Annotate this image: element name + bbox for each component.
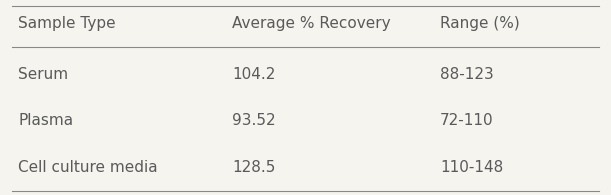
Text: 88-123: 88-123 [440,67,494,82]
Text: Sample Type: Sample Type [18,16,116,31]
Text: Average % Recovery: Average % Recovery [232,16,391,31]
Text: 72-110: 72-110 [440,113,494,128]
Text: 104.2: 104.2 [232,67,276,82]
Text: 128.5: 128.5 [232,160,276,175]
Text: Range (%): Range (%) [440,16,520,31]
Text: 110-148: 110-148 [440,160,503,175]
Text: 93.52: 93.52 [232,113,276,128]
Text: Plasma: Plasma [18,113,73,128]
Text: Cell culture media: Cell culture media [18,160,158,175]
Text: Serum: Serum [18,67,68,82]
